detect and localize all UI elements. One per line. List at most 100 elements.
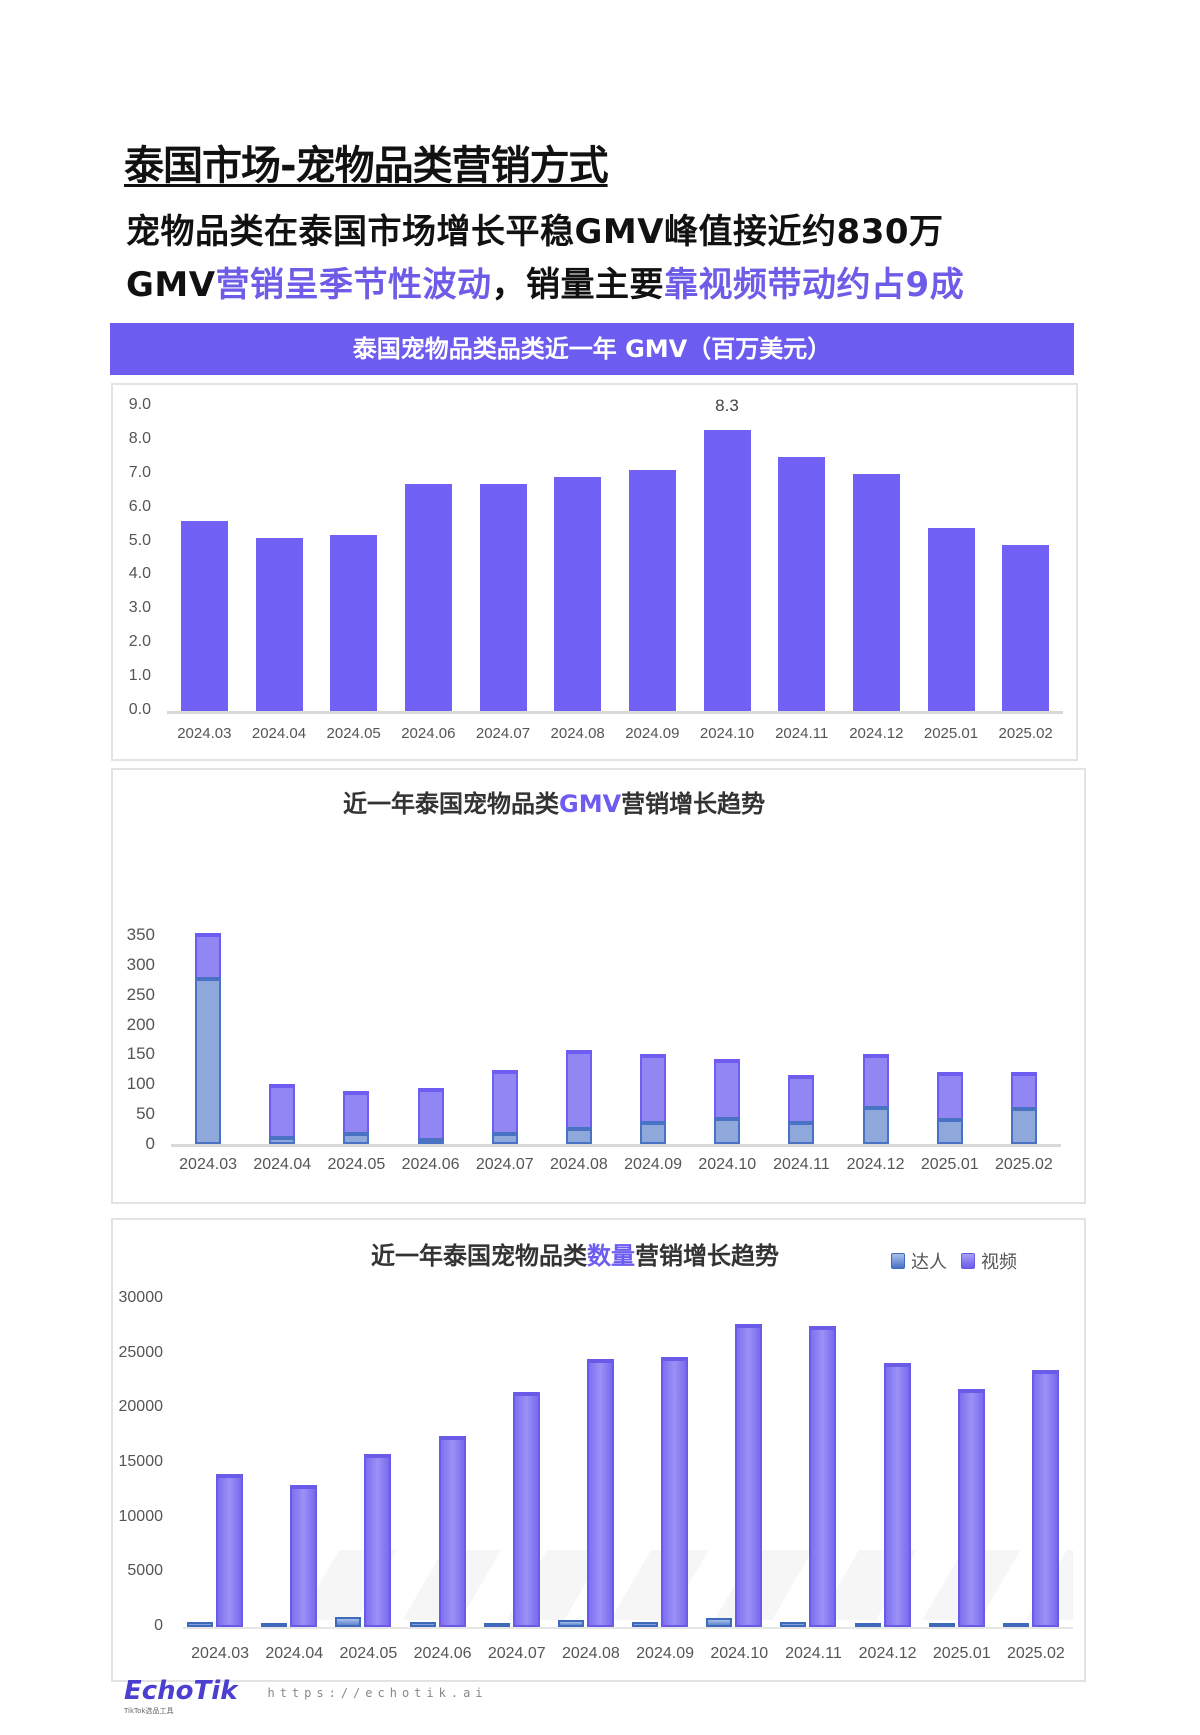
bar-2024.07 — [479, 483, 527, 711]
x-axis-tick: 2024.03 — [177, 725, 232, 742]
x-axis-tick: 2024.08 — [549, 1156, 608, 1173]
x-axis-tick: 2024.03 — [179, 1156, 237, 1173]
bar-2024.05 — [330, 534, 378, 711]
y-axis-tick: 1.0 — [128, 667, 151, 685]
chart-title-part: 近一年泰国宠物品类 — [343, 790, 559, 818]
x-axis-tick: 2024.12 — [858, 1645, 917, 1662]
legend-swatch-video — [961, 1253, 975, 1269]
x-axis-tick: 2024.07 — [475, 1156, 534, 1173]
bar-video-2024.06 — [417, 1087, 444, 1139]
y-axis-tick: 2.0 — [128, 633, 151, 651]
bar-daren-2024.08 — [557, 1620, 584, 1627]
x-axis-line — [171, 1144, 1061, 1147]
bar-2024.06 — [404, 483, 452, 711]
subtitle-gmv: GMV — [126, 265, 216, 305]
x-axis-tick: 2025.02 — [998, 725, 1053, 742]
chart-title: 近一年泰国宠物品类数量营销增长趋势 — [371, 1236, 779, 1271]
bar-video-2024.12 — [883, 1362, 911, 1627]
x-axis-tick: 2024.05 — [327, 1156, 386, 1173]
bar-daren-2025.02 — [1002, 1623, 1029, 1627]
bar-daren-2024.12 — [854, 1623, 881, 1627]
bar-video-2025.01 — [936, 1072, 963, 1118]
y-axis-tick: 8.0 — [128, 429, 151, 447]
gmv-chart-title-band: 泰国宠物品类品类近一年 GMV（百万美元） — [110, 323, 1074, 375]
x-axis-tick: 2025.01 — [932, 1645, 991, 1662]
bar-2024.03 — [180, 521, 228, 711]
x-axis-tick: 2024.05 — [326, 725, 381, 742]
x-axis-tick: 2024.04 — [251, 725, 307, 742]
bar-2024.11 — [778, 456, 826, 711]
y-axis-tick: 100 — [126, 1074, 155, 1094]
bar-daren-2024.10 — [706, 1618, 733, 1627]
bar-daren-2024.09 — [632, 1621, 658, 1627]
bar-2025.01 — [927, 528, 975, 711]
y-axis-tick: 350 — [126, 925, 155, 944]
y-axis-tick: 5000 — [127, 1562, 163, 1580]
x-axis-tick: 2024.07 — [475, 725, 531, 742]
subtitle-sales: ，销量主要 — [491, 265, 665, 305]
bar-video-2024.10 — [714, 1058, 741, 1118]
bar-daren-2024.07 — [483, 1623, 510, 1627]
y-axis-tick: 50 — [136, 1104, 155, 1124]
bar-video-2024.09 — [640, 1054, 667, 1122]
bar-2024.10 — [703, 429, 751, 711]
bar-video-2024.08 — [586, 1359, 614, 1627]
bar-video-2024.04 — [269, 1084, 296, 1136]
chart-legend: 达人 视频 — [891, 1248, 1017, 1274]
x-axis-tick: 2025.01 — [923, 725, 979, 742]
quantity-marketing-trend-chart: 近一年泰国宠物品类数量营销增长趋势 达人 视频 0 5000 10000 15000 2… — [111, 1218, 1086, 1682]
bar-video-2024.07 — [491, 1069, 518, 1133]
legend-label-video: 视频 — [981, 1252, 1017, 1273]
bar-2024.04 — [255, 538, 303, 711]
bar-daren-2024.03 — [187, 1621, 213, 1627]
bar-video-2025.02 — [1010, 1072, 1037, 1107]
data-label: 8.3 — [715, 395, 739, 415]
x-axis-tick: 2024.06 — [413, 1645, 472, 1662]
footer: EchoTik TikTok选品工具 https://echotik.ai — [124, 1676, 488, 1715]
chart-title-highlight: 数量 — [587, 1242, 635, 1270]
gmv-bar-chart: 0.0 1.0 2.0 3.0 4.0 5.0 6.0 7.0 8.0 9.0 2024.03 202… — [111, 383, 1078, 761]
y-axis-tick: 15000 — [118, 1453, 164, 1470]
bar-video-2024.05 — [343, 1090, 370, 1133]
y-axis-tick: 0 — [145, 1134, 155, 1153]
bar-daren-2025.01 — [928, 1623, 955, 1627]
bar-daren-2024.11 — [780, 1621, 807, 1627]
y-axis-tick: 10000 — [118, 1507, 164, 1525]
chart-title: 近一年泰国宠物品类GMV营销增长趋势 — [343, 784, 765, 819]
bar-daren-2025.01 — [936, 1117, 963, 1144]
bar-video-2024.11 — [809, 1326, 837, 1627]
x-axis-tick: 2024.11 — [775, 725, 829, 742]
gmv-marketing-trend-chart: 近一年泰国宠物品类GMV营销增长趋势 0 50 100 150 200 250 300 350… — [111, 768, 1086, 1204]
y-axis-tick: 7.0 — [128, 463, 151, 481]
y-axis-tick: 20000 — [118, 1398, 164, 1416]
y-axis-tick: 0 — [154, 1617, 163, 1634]
chart-title-highlight: GMV — [559, 790, 622, 818]
x-axis-tick: 2024.08 — [550, 725, 605, 742]
bar-daren-2024.04 — [269, 1135, 296, 1144]
x-axis-tick: 2024.12 — [849, 725, 904, 742]
bar-video-2024.09 — [661, 1357, 688, 1627]
x-axis-tick: 2025.02 — [1006, 1645, 1065, 1662]
subtitle-highlight-seasonal: 营销呈季节性波动 — [215, 265, 492, 305]
bar-daren-2024.04 — [261, 1622, 288, 1627]
bar-video-2024.06 — [438, 1436, 466, 1627]
x-axis-tick: 2025.01 — [920, 1156, 979, 1173]
y-axis-tick: 200 — [126, 1014, 155, 1034]
bar-daren-2024.05 — [335, 1617, 362, 1627]
bar-daren-2024.12 — [862, 1106, 889, 1144]
x-axis-tick: 2024.11 — [773, 1156, 830, 1173]
x-axis-tick: 2024.12 — [846, 1156, 905, 1173]
bar-2025.02 — [1002, 544, 1050, 711]
bar-video-2024.12 — [862, 1054, 889, 1107]
bar-video-2024.03 — [195, 933, 222, 977]
subtitle-line-2: GMV营销呈季节性波动，销量主要靠视频带动约占9成 — [126, 257, 964, 306]
bar-daren-2024.10 — [714, 1117, 741, 1144]
logo-text: EchoTik — [124, 1676, 238, 1706]
bar-video-2024.04 — [290, 1485, 318, 1627]
logo-subtext: TikTok选品工具 — [124, 1707, 174, 1715]
y-axis-tick: 0.0 — [128, 701, 151, 718]
x-axis-tick: 2024.05 — [339, 1645, 398, 1662]
bar-2024.08 — [554, 477, 602, 711]
x-axis-tick: 2024.08 — [561, 1645, 620, 1662]
footer-url[interactable]: https://echotik.ai — [267, 1686, 488, 1700]
